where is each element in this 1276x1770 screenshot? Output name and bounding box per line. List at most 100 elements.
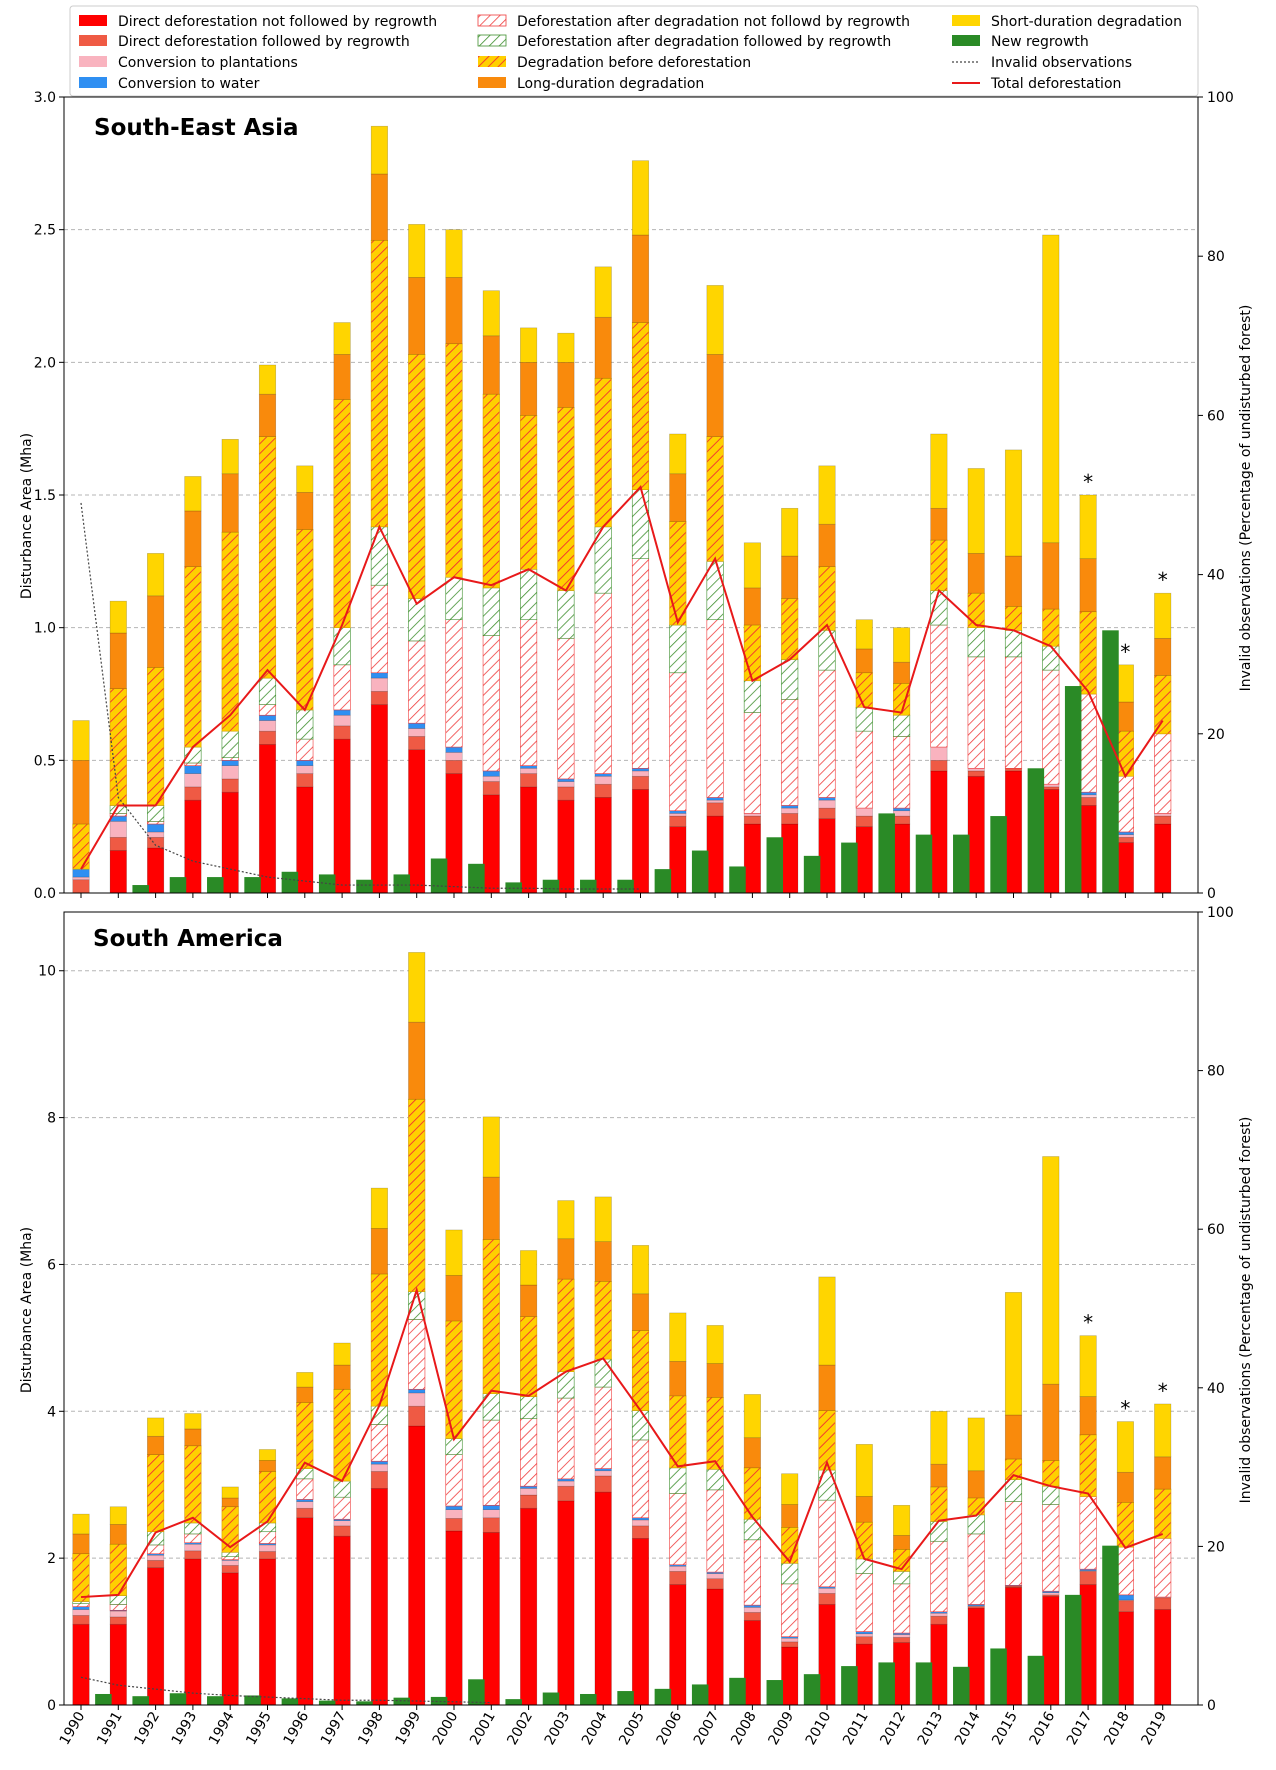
bar-seg-water bbox=[221, 760, 239, 766]
bar-seg-direct-no-regrowth bbox=[333, 738, 351, 894]
bar-seg-direct-regrowth bbox=[445, 1518, 463, 1532]
bar-seg-deg-before-def bbox=[967, 1497, 985, 1516]
bar-seg-long-deg bbox=[706, 354, 724, 437]
bar-seg-water bbox=[482, 1504, 500, 1510]
bar-seg-plantations bbox=[1154, 813, 1172, 817]
legend-label-short-deg: Short-duration degradation bbox=[991, 14, 1182, 30]
bar-seg-after-deg-no-regrowth bbox=[1154, 733, 1172, 814]
bar-seg-direct-no-regrowth bbox=[445, 773, 463, 894]
bar-seg-plantations bbox=[72, 1609, 90, 1616]
bar-seg-short-deg bbox=[557, 1200, 575, 1240]
bar-seg-after-deg-no-regrowth bbox=[669, 672, 687, 812]
bar-seg-long-deg bbox=[445, 277, 463, 345]
bar-seg-direct-regrowth bbox=[855, 1636, 873, 1645]
bar-seg-deg-before-def bbox=[930, 1486, 948, 1522]
bar-seg-short-deg bbox=[669, 1312, 687, 1362]
bar-seg-after-deg-regrowth bbox=[781, 659, 799, 700]
bar-seg-after-deg-regrowth bbox=[184, 1522, 202, 1535]
bar-seg-direct-no-regrowth bbox=[706, 1588, 724, 1706]
y-tick-label: 1.0 bbox=[34, 621, 56, 637]
bar-seg-short-deg bbox=[893, 627, 911, 663]
bar-seg-long-deg bbox=[520, 362, 538, 416]
bar-seg-deg-before-def bbox=[147, 1454, 165, 1533]
bar-seg-long-deg bbox=[669, 1361, 687, 1397]
bar-new-regrowth bbox=[580, 879, 597, 893]
bar-seg-after-deg-no-regrowth bbox=[221, 757, 239, 761]
bar-seg-long-deg bbox=[1079, 1396, 1097, 1436]
bar-seg-after-deg-no-regrowth bbox=[1004, 656, 1023, 769]
bar-seg-direct-no-regrowth bbox=[967, 1607, 985, 1706]
bar-seg-after-deg-no-regrowth bbox=[445, 1454, 463, 1507]
bar-seg-water bbox=[333, 709, 351, 716]
bar-seg-after-deg-regrowth bbox=[743, 1518, 761, 1541]
bar-seg-direct-no-regrowth bbox=[557, 799, 575, 894]
y-tick-label: 8 bbox=[47, 1111, 56, 1127]
bar-new-regrowth bbox=[691, 1684, 709, 1705]
bar-seg-after-deg-no-regrowth bbox=[930, 624, 948, 748]
bar-seg-long-deg bbox=[743, 587, 761, 626]
bar-seg-after-deg-regrowth bbox=[333, 627, 351, 666]
legend-swatch-plantations bbox=[79, 56, 107, 67]
bar-seg-deg-before-def bbox=[482, 393, 500, 589]
x-tick-label: 2006 bbox=[654, 1709, 686, 1748]
bar-seg-short-deg bbox=[1079, 1335, 1097, 1397]
bar-seg-short-deg bbox=[184, 476, 202, 512]
bar-seg-direct-no-regrowth bbox=[669, 1584, 687, 1706]
bar-seg-after-deg-regrowth bbox=[370, 526, 388, 586]
bar-seg-direct-regrowth bbox=[1042, 786, 1060, 790]
bar-seg-short-deg bbox=[482, 290, 500, 337]
bar-seg-after-deg-regrowth bbox=[445, 1438, 463, 1455]
bar-seg-long-deg bbox=[1154, 1456, 1172, 1490]
legend-label-direct-no-regrowth: Direct deforestation not followed by reg… bbox=[118, 14, 437, 30]
y2-tick-label: 20 bbox=[1207, 1539, 1225, 1555]
bar-seg-after-deg-no-regrowth bbox=[669, 1493, 687, 1566]
legend-swatch-water bbox=[79, 77, 107, 88]
bar-seg-after-deg-regrowth bbox=[594, 1358, 612, 1388]
y2-tick-label: 60 bbox=[1207, 408, 1225, 424]
bar-seg-deg-before-def bbox=[258, 436, 277, 679]
bar-seg-deg-before-def bbox=[594, 377, 612, 528]
bar-seg-after-deg-no-regrowth bbox=[930, 1540, 948, 1613]
x-tick-label: 2004 bbox=[579, 1709, 611, 1748]
bar-seg-plantations bbox=[1079, 794, 1097, 798]
bar-seg-short-deg bbox=[967, 468, 985, 554]
bar-seg-deg-before-def bbox=[184, 1445, 202, 1524]
bar-new-regrowth bbox=[1027, 1655, 1045, 1705]
bar-seg-short-deg bbox=[72, 1513, 90, 1535]
y2-tick-label: 0 bbox=[1207, 886, 1216, 902]
bar-new-regrowth bbox=[1027, 768, 1045, 893]
bar-seg-water bbox=[520, 765, 538, 769]
bar-new-regrowth bbox=[132, 1696, 149, 1705]
bar-seg-after-deg-regrowth bbox=[967, 1514, 985, 1535]
bar-new-regrowth bbox=[803, 855, 821, 893]
x-tick-label: 2002 bbox=[504, 1709, 536, 1748]
bar-seg-short-deg bbox=[258, 364, 277, 395]
bar-seg-direct-no-regrowth bbox=[743, 823, 761, 894]
bar-seg-direct-no-regrowth bbox=[594, 797, 612, 894]
bar-new-regrowth bbox=[729, 1677, 746, 1705]
bar-seg-water bbox=[258, 714, 277, 721]
bar-new-regrowth bbox=[356, 879, 373, 893]
bar-seg-plantations bbox=[184, 773, 202, 788]
bar-seg-short-deg bbox=[557, 332, 575, 363]
bar-seg-short-deg bbox=[147, 1417, 165, 1437]
bar-seg-long-deg bbox=[147, 595, 165, 668]
bar-seg-direct-no-regrowth bbox=[1042, 1596, 1060, 1706]
bar-seg-direct-no-regrowth bbox=[1116, 842, 1134, 894]
x-tick-label: 2013 bbox=[915, 1709, 947, 1748]
y2-tick-label: 60 bbox=[1207, 1222, 1225, 1238]
asterisk-note: * bbox=[1083, 470, 1093, 494]
bar-seg-deg-before-def bbox=[1042, 608, 1060, 647]
bar-seg-water bbox=[482, 770, 500, 777]
y-tick-label: 6 bbox=[47, 1257, 56, 1273]
bar-seg-after-deg-no-regrowth bbox=[967, 656, 985, 769]
panel-south-america: South America Disturbance Area (Mha) Inv… bbox=[19, 905, 1254, 1748]
line-total-deforestation bbox=[80, 1286, 1164, 1599]
line-total-deforestation bbox=[80, 485, 1164, 870]
y2-tick-label: 100 bbox=[1207, 905, 1234, 921]
bar-new-regrowth bbox=[617, 1691, 634, 1705]
y2-tick-label: 40 bbox=[1207, 1381, 1225, 1397]
x-tick-label: 2018 bbox=[1101, 1709, 1133, 1748]
bar-new-regrowth bbox=[281, 1698, 299, 1705]
bar-seg-direct-regrowth bbox=[72, 1615, 90, 1625]
